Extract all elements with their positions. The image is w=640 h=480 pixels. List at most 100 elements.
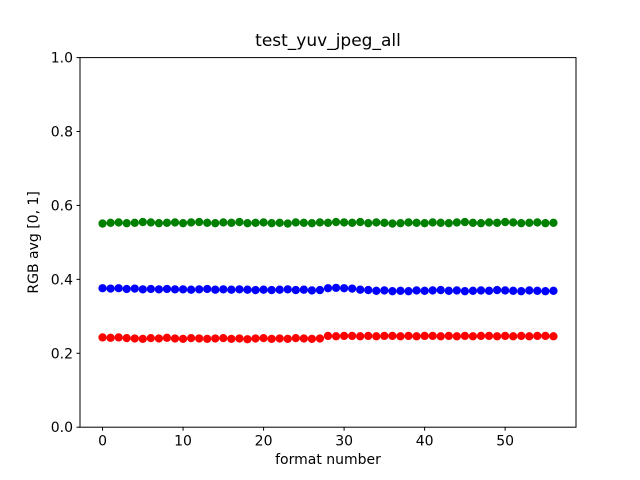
data-point-red (146, 333, 156, 343)
data-point-green (227, 218, 236, 227)
data-point-green (525, 218, 534, 227)
data-point-green (275, 218, 284, 227)
data-point-green (372, 218, 381, 227)
data-point-green (195, 217, 204, 227)
data-point-blue (331, 283, 341, 293)
data-point-blue (436, 285, 445, 295)
data-point-blue (500, 286, 510, 295)
chart-title: test_yuv_jpeg_all (255, 31, 401, 51)
data-point-green (444, 219, 453, 228)
data-point-blue (348, 284, 357, 293)
data-point-blue (186, 285, 196, 294)
data-point-red (219, 333, 228, 343)
data-point-blue (323, 284, 333, 293)
data-point-green (259, 218, 268, 227)
data-point-green (315, 218, 325, 227)
data-point-green (380, 218, 389, 227)
data-point-blue (307, 286, 317, 295)
data-point-green (235, 217, 244, 227)
data-point-blue (291, 285, 300, 295)
data-point-blue (259, 285, 268, 294)
data-point-green (307, 219, 317, 228)
data-point-red (130, 334, 139, 343)
data-point-blue (275, 285, 284, 294)
data-point-blue (364, 285, 373, 295)
axes-frame (79, 57, 577, 428)
data-point-green (396, 219, 405, 228)
data-point-blue (420, 286, 429, 295)
data-point-green (412, 218, 421, 227)
x-tick-label: 20 (255, 434, 273, 450)
x-tick-label: 10 (174, 434, 192, 450)
data-point-red (428, 331, 437, 341)
data-point-blue (227, 285, 236, 294)
data-point-blue (509, 286, 518, 295)
data-point-blue (130, 284, 139, 293)
data-point-blue (533, 286, 542, 295)
y-axis-ticks: 0.0 0.2 0.4 0.6 0.8 1.0 (51, 51, 80, 436)
data-point-red (460, 331, 470, 341)
data-point-green (162, 218, 172, 227)
data-point-red (114, 333, 123, 342)
data-point-blue (211, 285, 220, 294)
data-point-blue (195, 285, 204, 294)
data-point-blue (380, 286, 389, 295)
data-point-green (339, 218, 349, 227)
data-point-green (299, 218, 308, 227)
data-point-red (372, 332, 381, 341)
y-tick-label: 1.0 (51, 51, 73, 67)
data-point-blue (267, 285, 276, 295)
data-point-red (533, 331, 542, 341)
data-point-blue (428, 286, 437, 295)
data-point-green (98, 219, 107, 228)
x-tick-label: 0 (98, 434, 107, 450)
data-point-green (122, 219, 131, 228)
data-point-green (468, 218, 478, 227)
data-point-green (211, 219, 220, 228)
data-point-green (243, 219, 252, 228)
data-point-red (436, 332, 445, 341)
data-point-red (203, 334, 212, 344)
data-point-blue (154, 285, 164, 294)
data-point-red (331, 332, 341, 341)
data-point-red (195, 334, 204, 343)
data-point-green (436, 218, 445, 227)
x-tick-label: 40 (416, 434, 434, 450)
data-point-green (291, 218, 300, 227)
data-point-blue (412, 286, 421, 295)
data-point-green (492, 218, 502, 227)
data-point-red (299, 334, 308, 343)
data-point-red (380, 331, 389, 341)
data-point-green (323, 218, 333, 227)
data-point-blue (178, 285, 188, 294)
data-point-green (428, 218, 437, 227)
data-point-blue (476, 286, 486, 295)
data-point-blue (235, 285, 244, 294)
data-point-red (154, 334, 164, 343)
data-point-blue (541, 287, 550, 296)
data-point-red (348, 331, 357, 341)
data-point-red (476, 331, 486, 341)
data-point-blue (146, 284, 156, 294)
data-point-red (492, 332, 502, 341)
data-point-green (251, 218, 260, 227)
x-axis-label: format number (275, 452, 381, 468)
y-axis-label: RGB avg [0, 1] (26, 191, 42, 293)
data-point-blue (460, 287, 470, 296)
data-point-blue (452, 286, 461, 295)
data-point-blue (396, 286, 405, 295)
data-point-green (130, 218, 139, 227)
data-point-green (404, 218, 413, 227)
data-point-red (509, 332, 518, 341)
data-point-red (251, 334, 260, 343)
data-point-green (170, 218, 180, 227)
data-point-blue (404, 287, 413, 296)
data-point-green (348, 218, 357, 227)
data-point-red (549, 332, 558, 341)
data-point-red (444, 331, 453, 341)
scatter-points (98, 217, 558, 344)
data-point-green (283, 219, 292, 228)
data-point-red (396, 332, 405, 341)
data-point-blue (98, 284, 107, 293)
